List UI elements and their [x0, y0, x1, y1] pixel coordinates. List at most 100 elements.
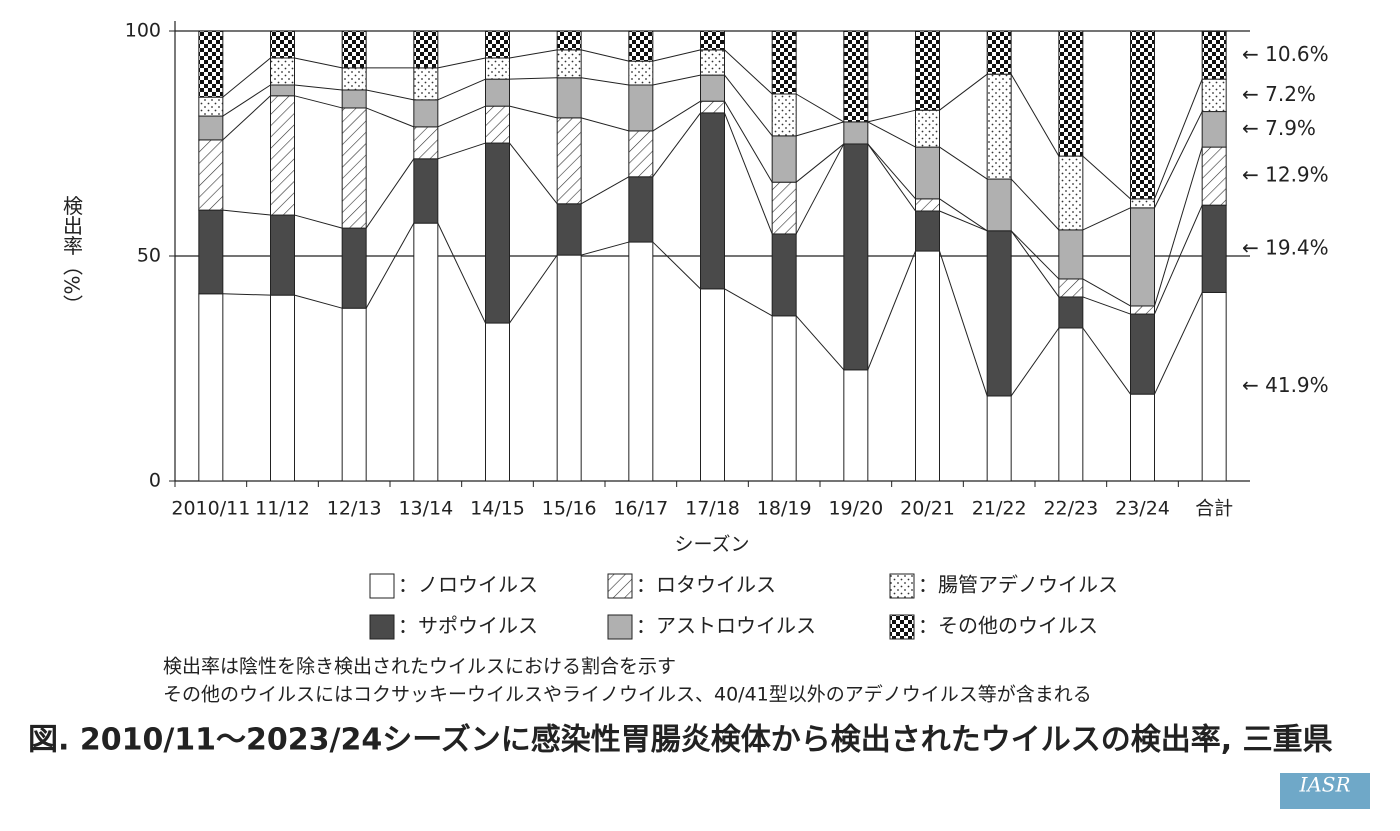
bar-segment: [413, 158, 439, 224]
logo-box: [1280, 773, 1370, 809]
value-label: ← 10.6%: [1242, 42, 1329, 66]
bar-segment: [1130, 30, 1155, 200]
bar-segment: [556, 254, 582, 482]
x-axis-title: シーズン: [674, 534, 749, 556]
connector: [222, 57, 271, 98]
connector: [294, 84, 343, 91]
bar-segment: [915, 109, 940, 148]
connector: [867, 121, 916, 148]
bar-segment: [986, 230, 1012, 397]
x-tick-label: 22/23: [1043, 498, 1098, 520]
bar-segment: [485, 322, 510, 482]
bar-segment: [1130, 313, 1155, 395]
bar-segment: [986, 395, 1012, 482]
connector: [581, 49, 629, 62]
bar-segment: [270, 95, 295, 216]
x-tick-label: 20/21: [900, 498, 955, 520]
bar-segment: [915, 30, 940, 111]
x-tick-label: 17/18: [685, 498, 740, 520]
value-label: ← 7.9%: [1242, 116, 1316, 140]
bar-segment: [341, 107, 367, 229]
bar-segment: [700, 100, 725, 114]
connector: [437, 57, 486, 69]
logo: IASR: [1298, 773, 1350, 797]
connector: [867, 143, 916, 200]
legend-label: ：サポウイルス: [398, 614, 538, 638]
x-tick-label: 19/20: [828, 498, 883, 520]
bar-segment: [915, 198, 940, 212]
bar-segment: [270, 214, 295, 296]
connector: [867, 250, 916, 371]
connector: [294, 294, 343, 309]
bar-segment: [771, 30, 797, 95]
bar-segment: [485, 142, 510, 324]
connector: [1010, 327, 1060, 397]
value-label: ← 12.9%: [1242, 163, 1329, 187]
connector: [724, 49, 773, 95]
bar-segment: [915, 250, 940, 482]
legend-label: ：ロタウイルス: [636, 573, 776, 597]
bar-segment: [1058, 30, 1084, 157]
bar-segment: [341, 307, 367, 482]
bar-segment: [843, 369, 869, 482]
connector: [1010, 73, 1060, 157]
connector: [652, 112, 701, 178]
bar-segment: [413, 30, 439, 69]
bar-segment: [700, 112, 725, 290]
connector: [1082, 207, 1131, 231]
bar-segment: [198, 139, 224, 211]
connector: [652, 241, 701, 290]
bar-segment: [628, 84, 654, 132]
bar-segment: [198, 293, 224, 482]
x-tick-label: 14/15: [470, 498, 525, 520]
bar-segment: [700, 288, 725, 482]
connector: [437, 222, 486, 324]
connector: [939, 198, 988, 232]
x-tick-label: 2010/11: [171, 498, 250, 520]
connector: [1082, 327, 1131, 395]
connector: [509, 142, 558, 205]
bar-segment: [843, 121, 869, 145]
legend-label: ：腸管アデノウイルス: [918, 573, 1118, 597]
connector: [795, 143, 845, 183]
connector: [1154, 111, 1203, 209]
bar-segment: [413, 222, 439, 482]
connector: [724, 288, 773, 317]
bar-segment: [1130, 393, 1155, 482]
connector: [365, 158, 415, 229]
connector: [796, 121, 844, 137]
bar-segment: [1201, 78, 1227, 113]
bar-segment: [700, 49, 725, 76]
bar-segment: [485, 78, 510, 107]
figure-title: 図. 2010/11〜2023/24シーズンに感染性胃腸炎検体から検出されたウイ…: [28, 723, 1333, 758]
connector: [652, 100, 701, 132]
connector: [939, 210, 988, 232]
bar-segment: [771, 135, 797, 183]
connector: [939, 146, 988, 180]
connector: [724, 112, 773, 235]
connector: [1010, 178, 1060, 231]
note: その他のウイルスにはコクサッキーウイルスやライノウイルス、40/41型以外のアデ…: [163, 684, 1092, 706]
legend-swatch: [607, 573, 633, 599]
bar-segment: [628, 60, 654, 86]
connector: [1010, 230, 1060, 280]
connector: [795, 143, 845, 235]
value-label: ← 19.4%: [1242, 235, 1329, 259]
connector: [795, 93, 845, 123]
legend-swatch: [369, 614, 395, 640]
connector: [1154, 78, 1203, 200]
bar-segment: [341, 89, 367, 109]
connector: [294, 214, 343, 229]
connector: [1082, 278, 1131, 307]
bar-segment: [771, 181, 797, 235]
bar-segment: [1058, 296, 1084, 329]
bar-segment: [915, 146, 940, 200]
connector: [437, 142, 486, 160]
bar-segment: [413, 99, 439, 128]
x-tick-label: 23/24: [1115, 498, 1170, 520]
bar-segment: [771, 93, 797, 137]
bar-segment: [556, 49, 582, 79]
bar-segment: [628, 176, 654, 243]
